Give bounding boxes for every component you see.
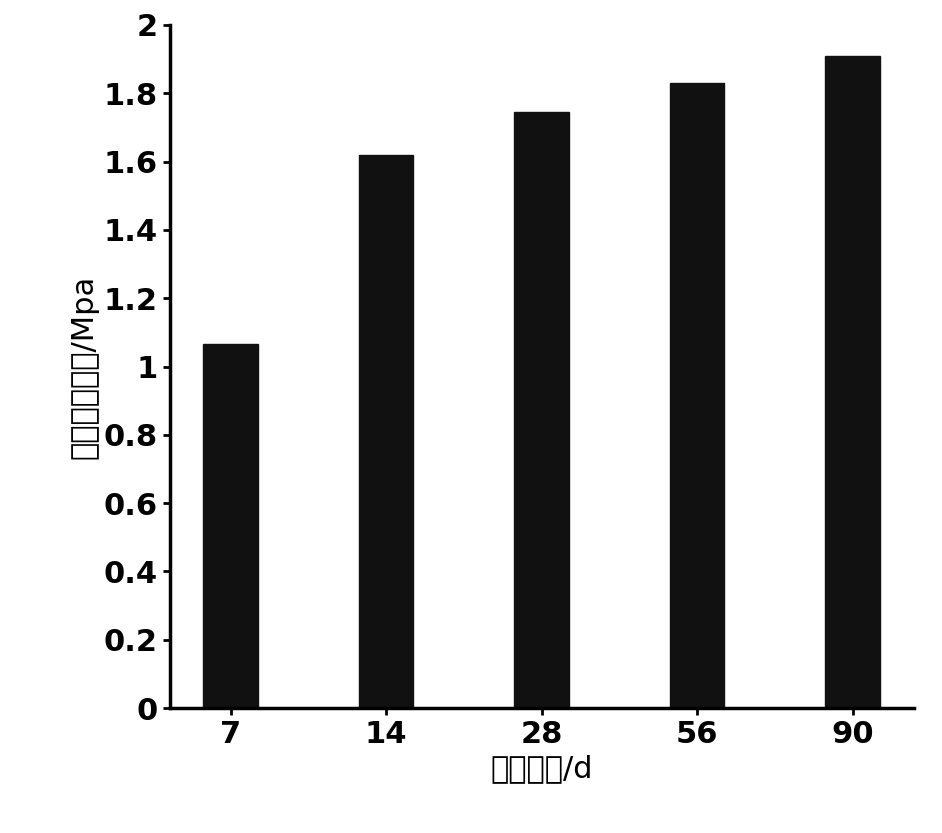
Bar [670, 83, 724, 708]
Bar [203, 344, 258, 708]
Bar [825, 56, 880, 708]
Bar [359, 155, 414, 708]
X-axis label: 养护龄期/d: 养护龄期/d [491, 755, 593, 783]
Y-axis label: 单轴抗压强度/Mpa: 单轴抗压强度/Mpa [69, 274, 98, 459]
Bar [514, 112, 569, 708]
